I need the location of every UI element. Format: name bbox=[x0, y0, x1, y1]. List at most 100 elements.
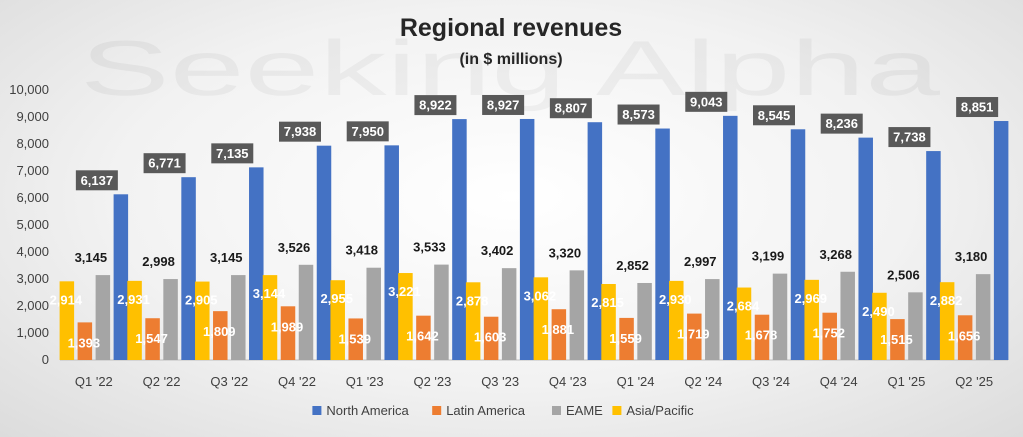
bar-asia-pacific bbox=[398, 273, 413, 360]
label-north-america: 8,922 bbox=[419, 98, 452, 113]
bar-latin-america bbox=[957, 315, 973, 360]
bar-north-america bbox=[113, 194, 129, 360]
label-latin-america: 1,752 bbox=[812, 326, 845, 341]
label-latin-america: 1,559 bbox=[609, 331, 642, 346]
legend-item-latin-america[interactable]: Latin America bbox=[432, 403, 526, 418]
bar-eame bbox=[908, 292, 923, 360]
bars bbox=[59, 115, 1009, 361]
bar-latin-america bbox=[754, 314, 770, 360]
legend-swatch bbox=[552, 406, 561, 415]
bar-north-america bbox=[858, 137, 873, 360]
bar-eame bbox=[705, 279, 720, 360]
label-eame: 3,145 bbox=[75, 250, 108, 265]
bar-north-america bbox=[452, 119, 467, 360]
label-asia-pacific: 2,930 bbox=[659, 292, 692, 307]
x-tick-label: Q3 '22 bbox=[210, 374, 248, 389]
label-box-north-america bbox=[956, 97, 999, 118]
label-asia-pacific: 2,905 bbox=[185, 293, 218, 308]
chart-title: Regional revenues bbox=[400, 14, 622, 42]
x-tick-label: Q4 '22 bbox=[278, 374, 316, 389]
bar-eame bbox=[840, 271, 855, 360]
bar-eame bbox=[366, 267, 381, 360]
bar-north-america bbox=[790, 129, 806, 360]
label-north-america: 8,545 bbox=[758, 108, 791, 123]
bar-eame bbox=[772, 273, 788, 360]
label-latin-america: 1,678 bbox=[745, 328, 778, 343]
legend[interactable]: North America Latin America EAME Asia/Pacif… bbox=[312, 403, 694, 418]
label-box-north-america bbox=[143, 153, 186, 174]
label-box-north-america bbox=[414, 95, 457, 116]
label-eame: 3,320 bbox=[549, 245, 582, 260]
y-tick-label: 8,000 bbox=[16, 136, 49, 151]
bar-north-america bbox=[926, 151, 941, 360]
x-tick-label: Q4 '23 bbox=[549, 374, 587, 389]
label-north-america: 8,927 bbox=[487, 97, 520, 112]
y-tick-label: 6,000 bbox=[16, 190, 49, 205]
bar-latin-america bbox=[551, 309, 567, 360]
legend-item-eame[interactable]: EAME bbox=[552, 403, 603, 418]
x-tick-label: Q3 '23 bbox=[481, 374, 519, 389]
bar-latin-america bbox=[687, 313, 702, 360]
label-north-america: 9,043 bbox=[690, 94, 723, 109]
bar-asia-pacific bbox=[127, 280, 142, 360]
label-latin-america: 1,809 bbox=[203, 324, 236, 339]
y-tick-label: 2,000 bbox=[16, 298, 49, 313]
legend-swatch bbox=[312, 406, 322, 415]
bar-latin-america bbox=[619, 317, 634, 360]
bar-north-america bbox=[249, 167, 264, 360]
label-eame: 3,268 bbox=[819, 247, 852, 262]
label-eame: 3,418 bbox=[345, 243, 378, 258]
bar-eame bbox=[975, 274, 991, 360]
bar-north-america bbox=[316, 145, 332, 360]
x-tick-label: Q2 '22 bbox=[143, 374, 181, 389]
bar-north-america bbox=[993, 121, 1009, 360]
y-axis: 0 1,000 2,000 3,000 4,000 5,000 6,000 7,000 8,00… bbox=[9, 82, 49, 367]
label-asia-pacific: 3,062 bbox=[524, 288, 557, 303]
legend-swatch bbox=[612, 406, 622, 415]
bar-eame bbox=[434, 264, 449, 360]
label-latin-america: 1,539 bbox=[338, 331, 371, 346]
label-latin-america: 1,393 bbox=[68, 335, 101, 350]
label-eame: 3,145 bbox=[210, 250, 243, 265]
label-asia-pacific: 2,815 bbox=[591, 295, 624, 310]
label-north-america: 8,851 bbox=[961, 100, 994, 115]
legend-item-north-america[interactable]: North America bbox=[312, 403, 410, 418]
x-axis-labels: Q1 '22 Q2 '22 Q3 '22 Q4 '22 Q1 '23 Q2 '23 Q3 '… bbox=[75, 374, 993, 389]
label-asia-pacific: 2,490 bbox=[862, 304, 895, 319]
label-eame: 2,997 bbox=[684, 254, 717, 269]
x-tick-label: Q1 '25 bbox=[887, 374, 925, 389]
label-north-america: 8,573 bbox=[622, 107, 655, 122]
label-latin-america: 1,547 bbox=[135, 331, 168, 346]
bar-north-america bbox=[655, 128, 670, 360]
bar-asia-pacific bbox=[601, 283, 616, 360]
bar-latin-america bbox=[348, 318, 363, 360]
x-tick-label: Q2 '23 bbox=[413, 374, 451, 389]
x-tick-label: Q1 '24 bbox=[617, 374, 655, 389]
y-tick-label: 1,000 bbox=[16, 325, 49, 340]
label-asia-pacific: 2,969 bbox=[794, 291, 827, 306]
bar-eame bbox=[231, 275, 246, 360]
x-tick-label: Q4 '24 bbox=[820, 374, 858, 389]
label-north-america: 8,236 bbox=[825, 116, 858, 131]
label-latin-america: 1,989 bbox=[271, 319, 304, 334]
bar-asia-pacific bbox=[465, 282, 481, 360]
y-tick-label: 10,000 bbox=[9, 82, 49, 97]
label-latin-america: 1,656 bbox=[948, 328, 981, 343]
legend-item-asia-pacific[interactable]: Asia/Pacific bbox=[612, 403, 694, 418]
label-box-north-america bbox=[820, 113, 863, 134]
data-labels: 2,914 1,393 3,145 6,137 2,931 1,547 2,998 6,771… bbox=[50, 91, 999, 350]
bar-eame bbox=[298, 264, 314, 360]
label-north-america: 6,137 bbox=[81, 173, 114, 188]
bar-latin-america bbox=[280, 306, 296, 360]
bar-asia-pacific bbox=[533, 277, 549, 360]
label-asia-pacific: 2,684 bbox=[727, 299, 760, 314]
bar-north-america bbox=[587, 122, 603, 360]
bar-asia-pacific bbox=[736, 287, 752, 360]
label-asia-pacific: 3,221 bbox=[388, 284, 421, 299]
label-latin-america: 1,642 bbox=[406, 329, 439, 344]
bar-latin-america bbox=[213, 311, 228, 360]
bar-north-america bbox=[723, 115, 738, 361]
bar-asia-pacific bbox=[262, 275, 278, 360]
label-asia-pacific: 2,955 bbox=[320, 291, 353, 306]
